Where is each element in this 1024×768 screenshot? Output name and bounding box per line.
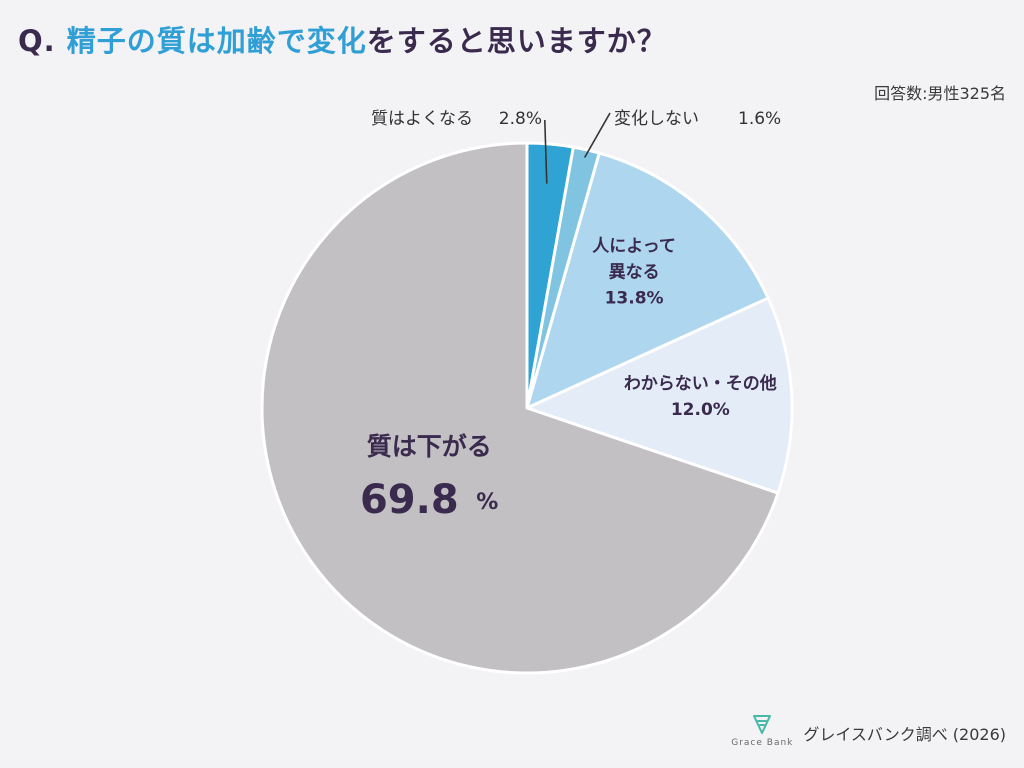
slice-value-4: 69.8 (360, 477, 459, 523)
title-prefix: Q. (18, 24, 56, 58)
footer: Grace Bank グレイスバンク調べ (2026) (731, 713, 1006, 748)
pie-slice-2 (525, 151, 770, 410)
slice-value-1: 1.6% (738, 109, 781, 129)
leader-line-1 (583, 112, 611, 158)
slice-label-3: わからない・その他 (624, 373, 777, 394)
slice-label-0: 質はよくなる (371, 109, 473, 129)
pie-slice-4 (260, 141, 780, 675)
page-title: Q. 精子の質は加齢で変化をすると思いますか？ (18, 18, 667, 60)
logo-text: Grace Bank (731, 738, 794, 748)
title-highlight: 精子の質は加齢で変化 (66, 24, 367, 58)
source-note: グレイスバンク調べ (2026) (803, 725, 1006, 744)
grace-bank-logo: Grace Bank (731, 713, 793, 748)
slice-value-3: 12.0% (671, 400, 730, 420)
leader-line-0 (543, 119, 548, 184)
slice-label-2a: 人によって (592, 236, 676, 256)
slice-label-1: 変化しない (614, 109, 699, 129)
slice-value-0: 2.8% (499, 109, 542, 129)
title-rest: をすると思いますか？ (366, 24, 667, 58)
slice-unit-4: % (476, 490, 498, 515)
pie-slice-3 (525, 296, 794, 495)
slice-label-2b: 異なる (609, 262, 660, 282)
respondent-count: 回答数:男性325名 (874, 84, 1006, 103)
grace-bank-logo-icon (753, 715, 772, 734)
slice-value-2: 13.8% (605, 288, 664, 308)
slice-label-4: 質は下がる (367, 432, 492, 461)
